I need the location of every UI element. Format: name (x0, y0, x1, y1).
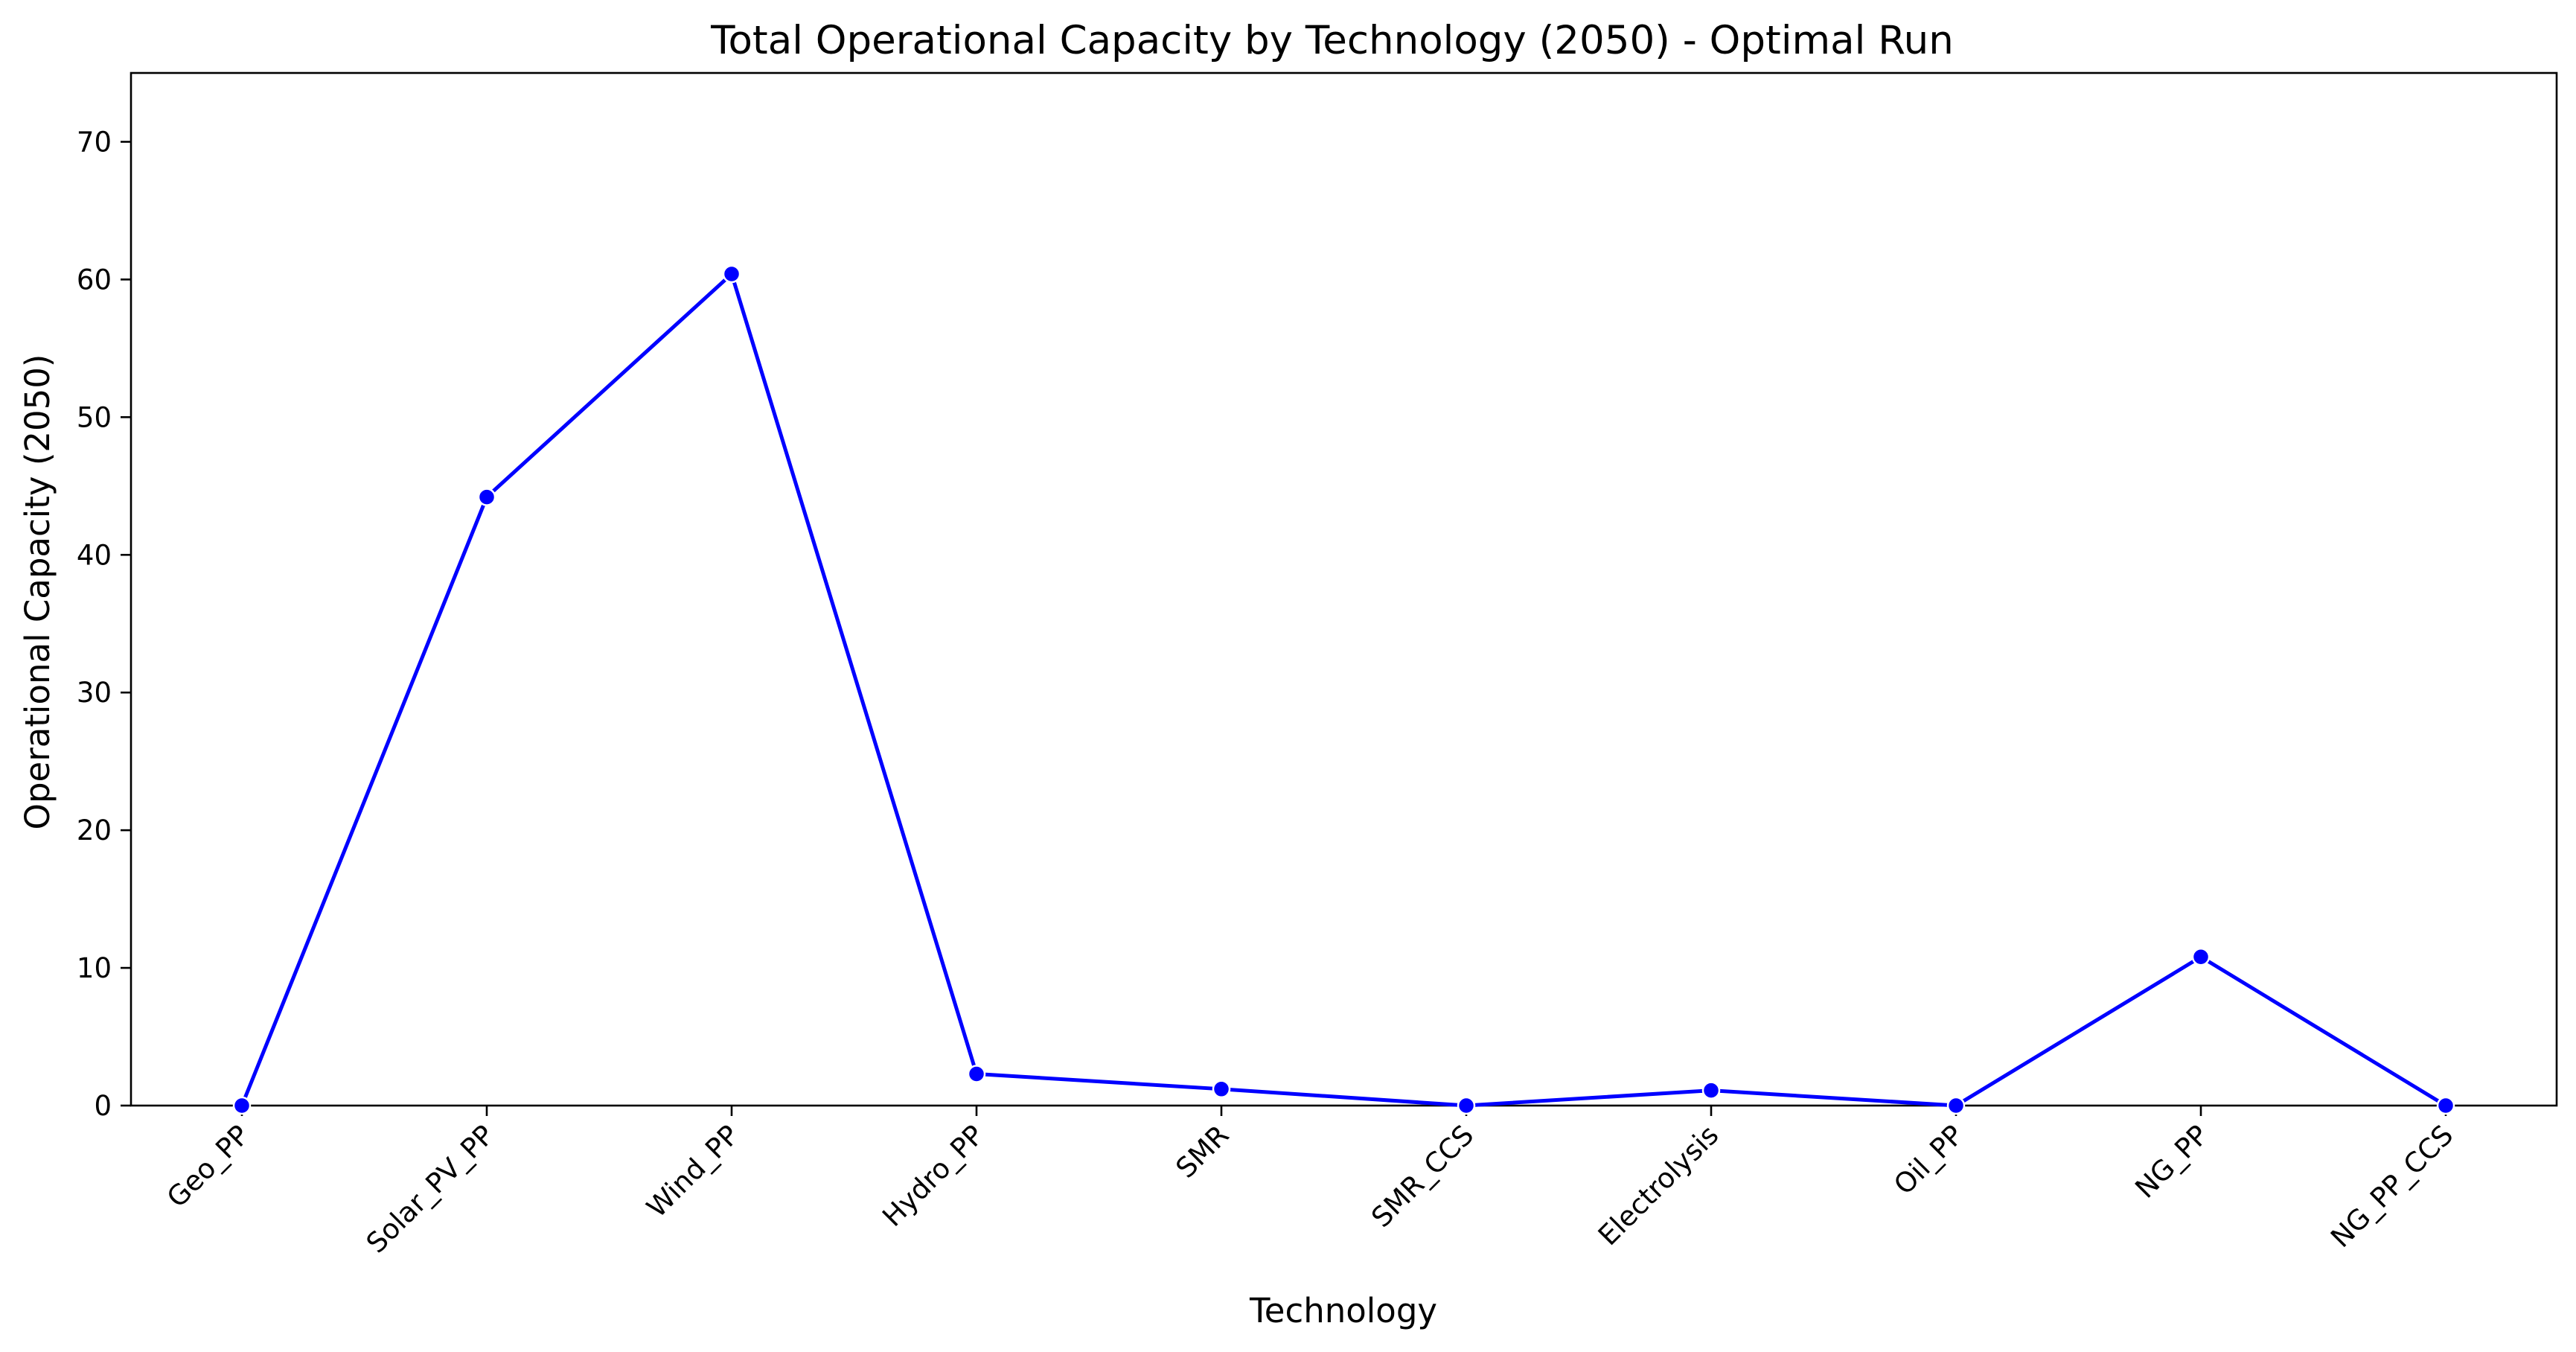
x-tick-label: Solar_PV_PP (360, 1119, 500, 1259)
plot-frame (130, 71, 2558, 1107)
y-tick-label: 60 (77, 264, 112, 296)
x-tick-label: NG_PP_CCS (2324, 1119, 2459, 1254)
y-tick-label: 0 (94, 1090, 112, 1122)
x-axis: Geo_PP Solar_PV_PP Wind_PP Hydro_PP SMR SMR_C… (161, 1106, 2459, 1259)
data-point (1701, 1081, 1721, 1100)
x-tick-label: Wind_PP (641, 1119, 746, 1224)
data-point (232, 1096, 252, 1115)
x-tick-label: NG_PP (2129, 1119, 2214, 1205)
chart-title: Total Operational Capacity by Technology… (710, 18, 1954, 63)
y-axis-label: Operational Capacity (2050) (18, 354, 57, 830)
x-tick-label: SMR_CCS (1365, 1119, 1480, 1234)
plot-area (130, 71, 2558, 1107)
y-axis: 0 10 20 30 40 50 60 70 (77, 126, 131, 1122)
y-tick-label: 30 (77, 677, 112, 709)
y-tick-label: 10 (77, 952, 112, 984)
x-axis-label: Technology (1249, 1291, 1437, 1330)
data-point (1457, 1096, 1476, 1115)
y-tick-label: 70 (77, 126, 112, 158)
y-tick-label: 20 (77, 814, 112, 846)
data-point (722, 264, 741, 284)
y-tick-label: 50 (77, 401, 112, 433)
data-point (2191, 948, 2211, 966)
data-point (2436, 1096, 2455, 1115)
series-line (240, 272, 2447, 1108)
data-point (1212, 1080, 1231, 1099)
data-series (232, 264, 2455, 1115)
data-point (967, 1065, 986, 1083)
y-tick-label: 40 (77, 539, 112, 571)
x-tick-label: SMR (1170, 1119, 1236, 1184)
x-tick-label: Electrolysis (1592, 1119, 1725, 1251)
x-tick-label: Hydro_PP (876, 1119, 990, 1233)
x-tick-label: Oil_PP (1888, 1119, 1969, 1201)
data-point (477, 488, 496, 506)
x-tick-label: Geo_PP (161, 1119, 255, 1214)
data-point (1946, 1096, 1966, 1115)
